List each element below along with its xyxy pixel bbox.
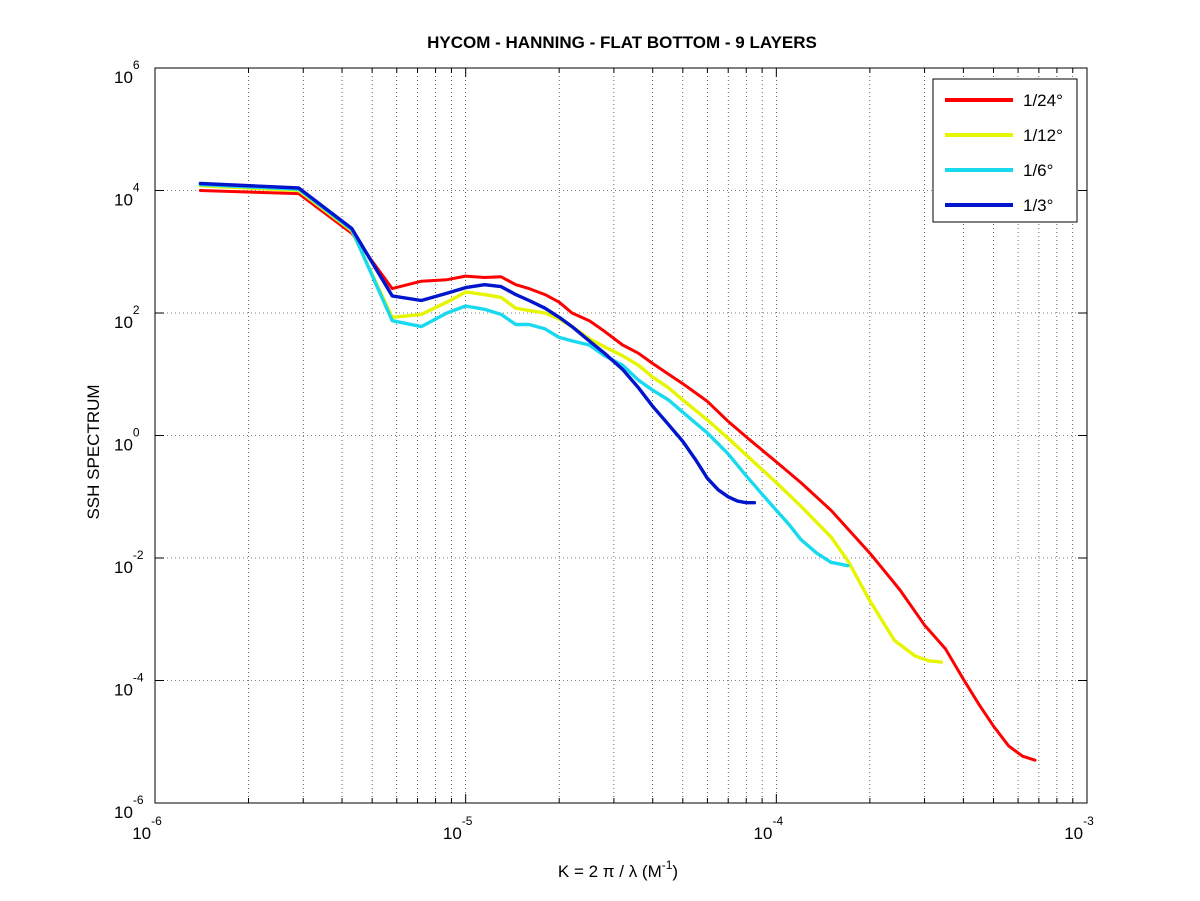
legend-label: 1/6°	[1023, 161, 1053, 180]
y-tick-label: 100	[114, 426, 140, 455]
legend-label: 1/12°	[1023, 126, 1063, 145]
y-tick-label: 104	[114, 181, 140, 210]
series-line-3	[198, 182, 850, 568]
y-axis-label: SSH SPECTRUM	[84, 384, 103, 519]
x-tick-label: 10-4	[754, 814, 784, 843]
series-lines	[198, 181, 1037, 762]
plot-frame	[154, 67, 1088, 804]
x-tick-label: 10-3	[1064, 814, 1094, 843]
x-axis-label: K = 2 π / λ (M-1)	[558, 858, 678, 881]
legend-label: 1/24°	[1023, 91, 1063, 110]
series-line-4	[198, 181, 757, 505]
chart-title: HYCOM - HANNING - FLAT BOTTOM - 9 LAYERS	[427, 33, 817, 52]
y-tick-label: 10-2	[114, 548, 144, 577]
x-tick-label: 10-5	[443, 814, 473, 843]
series-line-2	[198, 183, 944, 664]
legend: 1/24° 1/12° 1/6° 1/3°	[932, 78, 1078, 223]
x-tick-label: 10-6	[132, 814, 162, 843]
series-line-1	[198, 189, 1037, 762]
y-tick-label: 10-4	[114, 671, 144, 700]
y-tick-label: 106	[114, 58, 140, 87]
legend-box	[932, 78, 1078, 223]
legend-label: 1/3°	[1023, 196, 1053, 215]
y-tick-labels: 106 104 102 100 10-2 10-4 10-6	[114, 58, 144, 822]
x-tick-labels: 10-6 10-5 10-4 10-3	[132, 814, 1094, 843]
y-tick-label: 102	[114, 303, 140, 332]
y-tick-label: 10-6	[114, 793, 144, 822]
